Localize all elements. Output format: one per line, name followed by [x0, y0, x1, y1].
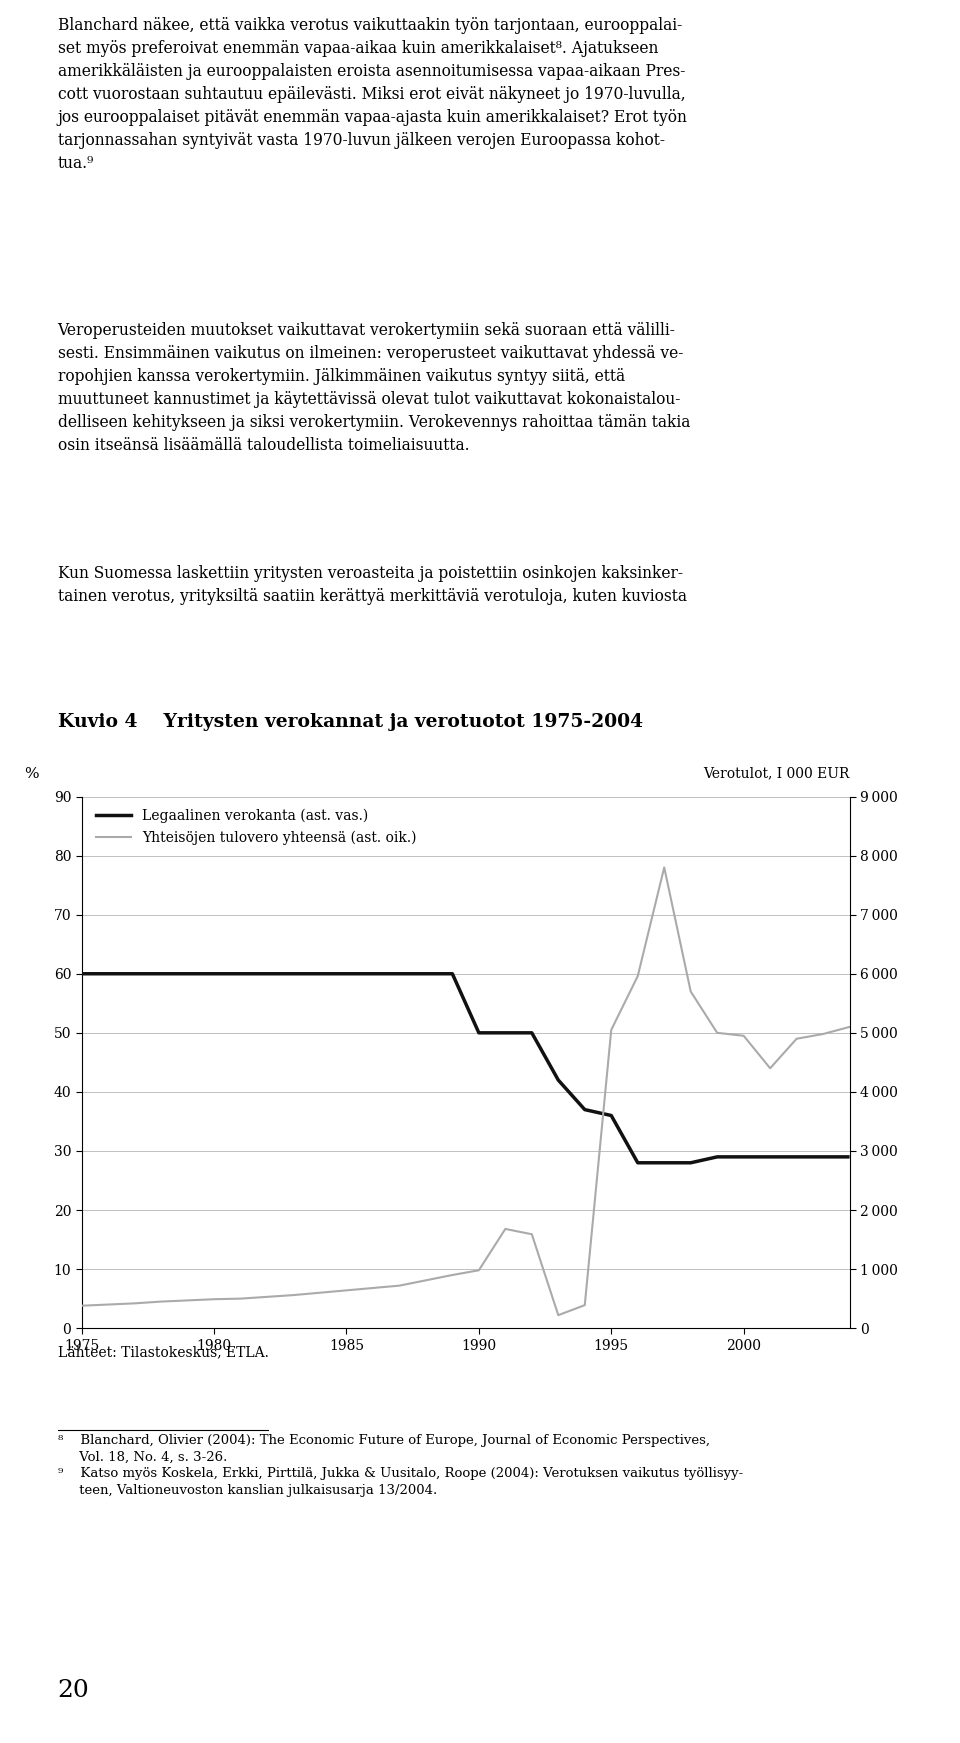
Text: 20: 20 [58, 1679, 89, 1703]
Text: Kuvio 4    Yritysten verokannat ja verotuotot 1975-2004: Kuvio 4 Yritysten verokannat ja verotuot… [58, 713, 643, 732]
Legend: Legaalinen verokanta (ast. vas.), Yhteisöjen tulovero yhteensä (ast. oik.): Legaalinen verokanta (ast. vas.), Yhteis… [96, 809, 417, 845]
Text: Verotulot, I 000 EUR: Verotulot, I 000 EUR [704, 767, 850, 781]
Text: Kun Suomessa laskettiin yritysten veroasteita ja poistettiin osinkojen kaksinker: Kun Suomessa laskettiin yritysten veroas… [58, 565, 686, 605]
Text: Veroperusteiden muutokset vaikuttavat verokertymiin sekä suoraan että välilli-
s: Veroperusteiden muutokset vaikuttavat ve… [58, 322, 690, 453]
Text: Lähteet: Tilastokeskus, ETLA.: Lähteet: Tilastokeskus, ETLA. [58, 1346, 269, 1360]
Text: ⁸    Blanchard, Olivier (2004): The Economic Future of Europe, Journal of Econom: ⁸ Blanchard, Olivier (2004): The Economi… [58, 1434, 743, 1497]
Text: %: % [24, 767, 38, 781]
Text: Blanchard näkee, että vaikka verotus vaikuttaakin työn tarjontaan, eurooppalai-
: Blanchard näkee, että vaikka verotus vai… [58, 17, 687, 171]
